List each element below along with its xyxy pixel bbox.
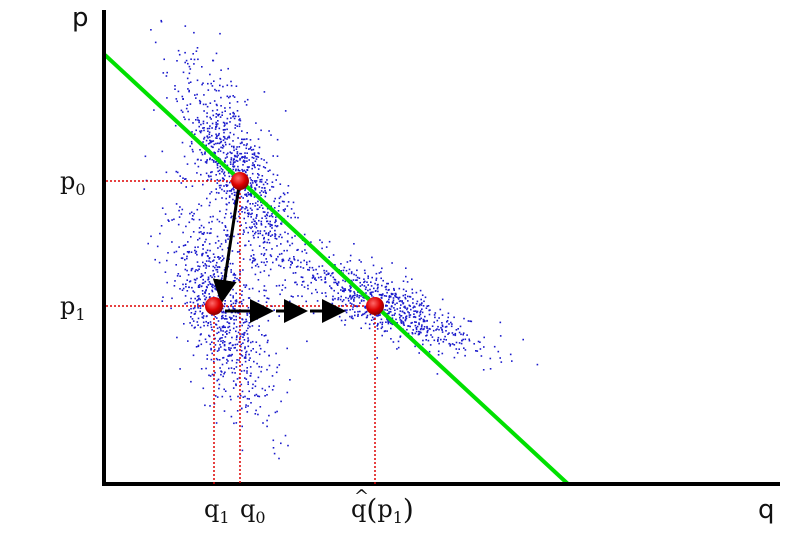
demand-line: [103, 53, 570, 486]
scatter-cloud-1: [150, 19, 340, 343]
quantity-label-q0: q0: [240, 495, 266, 527]
scatter-cloud-3: [217, 226, 539, 375]
point-p1-qhat: [366, 297, 384, 315]
price-label-p1: p1: [60, 292, 86, 324]
shift-arrows: [212, 185, 346, 323]
point-p1-q1: [205, 297, 223, 315]
qhat-accent: ^: [354, 486, 369, 507]
scatter-clouds: [143, 19, 539, 460]
price-label-p0: p0: [60, 167, 86, 199]
quantity-label-qhat: ^ q(p1): [351, 486, 414, 527]
quantity-label-q1: q1: [204, 495, 230, 527]
shift-arrow-down: [212, 185, 241, 304]
scatter-cloud-2: [143, 109, 291, 460]
point-p0-q0: [231, 172, 249, 190]
x-axis-label: q: [758, 495, 775, 525]
svg-text:q(p1): q(p1): [351, 493, 414, 527]
equilibrium-points: [205, 172, 384, 315]
guide-lines: [106, 180, 376, 484]
y-axis-label: p: [72, 3, 89, 33]
